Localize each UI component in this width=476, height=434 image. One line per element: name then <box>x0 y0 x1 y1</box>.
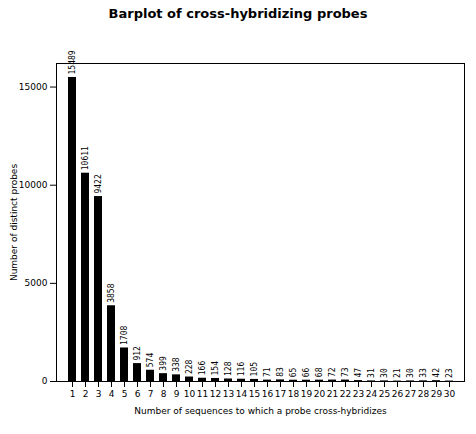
svg-text:338: 338 <box>172 357 181 372</box>
svg-text:15000: 15000 <box>19 82 48 92</box>
svg-text:9: 9 <box>174 389 180 399</box>
svg-text:574: 574 <box>146 353 155 368</box>
svg-text:228: 228 <box>185 359 194 374</box>
svg-text:10000: 10000 <box>19 180 48 190</box>
svg-text:1708: 1708 <box>120 326 129 345</box>
svg-text:12: 12 <box>210 389 221 399</box>
svg-text:17: 17 <box>275 389 286 399</box>
svg-text:24: 24 <box>366 389 378 399</box>
svg-text:83: 83 <box>276 367 285 377</box>
svg-text:29: 29 <box>431 389 443 399</box>
svg-text:14: 14 <box>236 389 248 399</box>
svg-text:33: 33 <box>419 368 428 378</box>
svg-text:73: 73 <box>341 367 350 377</box>
svg-text:27: 27 <box>405 389 416 399</box>
svg-text:23: 23 <box>445 368 454 378</box>
svg-text:28: 28 <box>418 389 430 399</box>
svg-text:19: 19 <box>301 389 313 399</box>
svg-text:31: 31 <box>367 368 376 378</box>
svg-text:105: 105 <box>250 362 259 377</box>
svg-text:30: 30 <box>380 368 389 378</box>
svg-text:16: 16 <box>262 389 274 399</box>
svg-text:15: 15 <box>249 389 260 399</box>
svg-text:116: 116 <box>237 362 246 377</box>
svg-text:25: 25 <box>379 389 390 399</box>
svg-text:3: 3 <box>96 389 102 399</box>
svg-text:42: 42 <box>432 368 441 378</box>
svg-text:5000: 5000 <box>25 278 48 288</box>
svg-text:21: 21 <box>327 389 338 399</box>
svg-text:7: 7 <box>148 389 154 399</box>
html-text:Barplot of cross-hybridizing p: Barplot of cross-hybridizing probes <box>108 6 368 21</box>
svg-text:23: 23 <box>353 389 364 399</box>
svg-text:154: 154 <box>211 361 220 376</box>
svg-text:13: 13 <box>223 389 234 399</box>
svg-text:9422: 9422 <box>94 174 103 193</box>
svg-text:15489: 15489 <box>68 50 77 74</box>
svg-text:10611: 10611 <box>81 146 90 170</box>
svg-text:Number of sequences to which a: Number of sequences to which a probe cro… <box>134 406 387 416</box>
svg-text:8: 8 <box>161 389 167 399</box>
svg-text:0: 0 <box>42 376 48 386</box>
svg-text:128: 128 <box>224 361 233 376</box>
svg-text:4: 4 <box>109 389 115 399</box>
svg-text:66: 66 <box>302 367 311 377</box>
svg-text:21: 21 <box>393 368 402 378</box>
svg-text:2: 2 <box>83 389 89 399</box>
svg-text:47: 47 <box>354 368 363 378</box>
svg-text:Number of distinct probes: Number of distinct probes <box>9 164 19 281</box>
svg-text:30: 30 <box>406 368 415 378</box>
svg-text:6: 6 <box>135 389 141 399</box>
svg-text:22: 22 <box>340 389 351 399</box>
svg-text:18: 18 <box>288 389 300 399</box>
svg-text:65: 65 <box>289 367 298 377</box>
svg-text:72: 72 <box>328 367 337 377</box>
svg-text:3858: 3858 <box>107 283 116 302</box>
svg-text:68: 68 <box>315 367 324 377</box>
svg-text:912: 912 <box>133 346 142 361</box>
svg-text:166: 166 <box>198 361 207 376</box>
svg-text:20: 20 <box>314 389 326 399</box>
svg-text:5: 5 <box>122 389 128 399</box>
svg-text:399: 399 <box>159 356 168 371</box>
svg-text:1: 1 <box>70 389 76 399</box>
svg-text:26: 26 <box>392 389 404 399</box>
svg-text:10: 10 <box>184 389 196 399</box>
svg-text:30: 30 <box>444 389 456 399</box>
svg-text:71: 71 <box>263 367 272 377</box>
svg-text:11: 11 <box>197 389 208 399</box>
